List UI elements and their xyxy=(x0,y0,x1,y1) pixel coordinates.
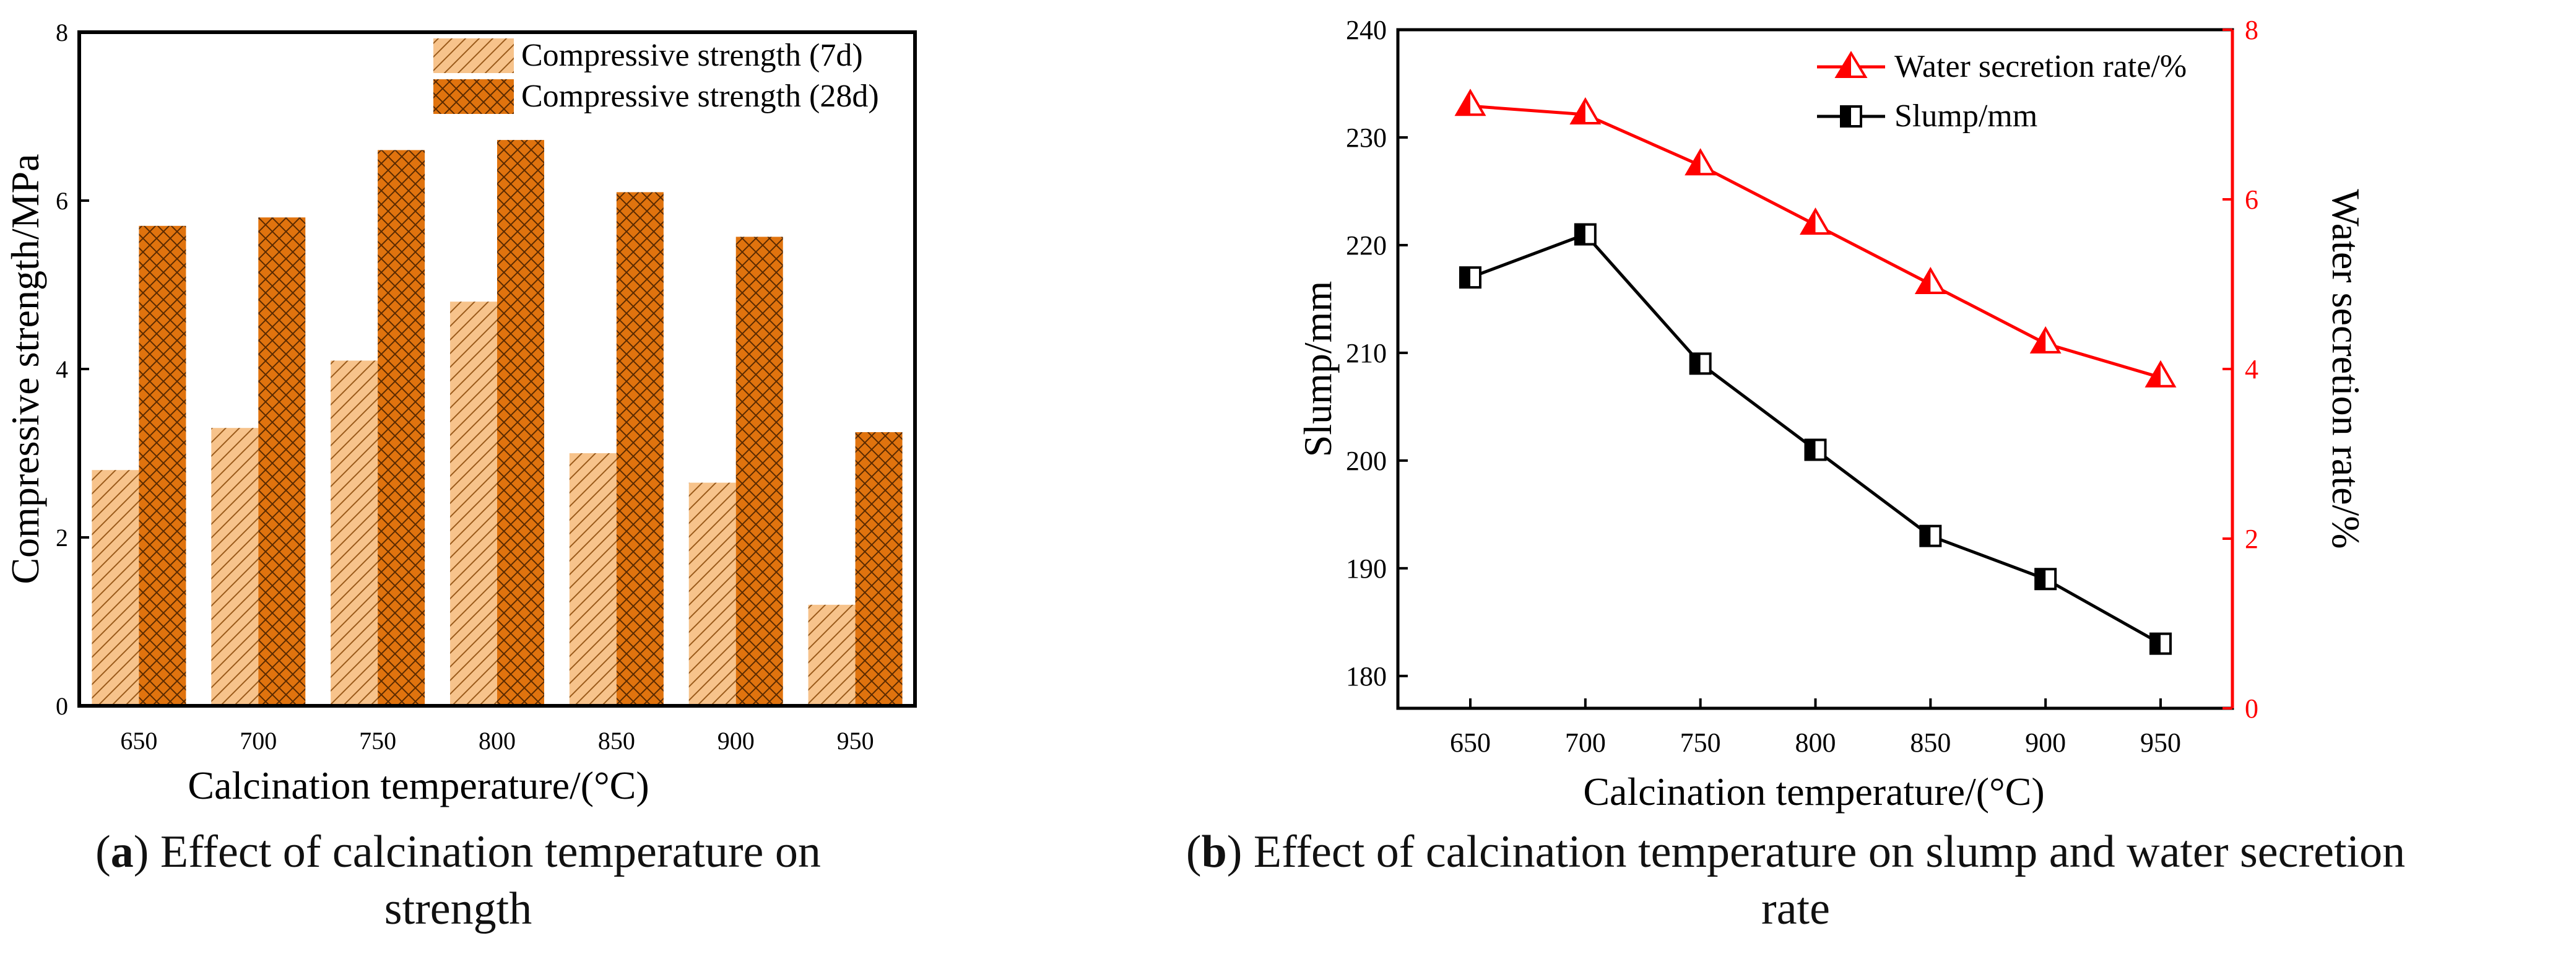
right-y-tick-label: 8 xyxy=(2245,15,2258,45)
x-tick-label: 800 xyxy=(479,727,516,755)
bar-7d-750 xyxy=(331,360,378,706)
bar-7d-700 xyxy=(211,428,259,706)
water-point-fill-850 xyxy=(1917,269,1931,293)
bar-28d-850 xyxy=(616,192,664,706)
caption-a-label: a xyxy=(110,827,134,877)
axis-ticks xyxy=(79,31,89,707)
legend: Water secretion rate/% Slump/mm xyxy=(1817,49,2187,134)
caption-a-line1: Effect of calcination temperature on xyxy=(160,827,821,877)
bar-28d-800 xyxy=(497,140,544,706)
x-tick-label: 900 xyxy=(718,727,755,755)
legend: Compressive strength (7d) Compressive st… xyxy=(433,38,879,114)
x-tick-label: 950 xyxy=(837,727,874,755)
bar-7d-800 xyxy=(450,302,497,706)
x-tick-label: 850 xyxy=(1910,727,1951,758)
bar-7d-950 xyxy=(808,604,856,706)
x-tick-label: 700 xyxy=(240,727,277,755)
water-line xyxy=(1470,104,2161,380)
y-tick-label: 0 xyxy=(56,692,68,720)
x-tick-label: 850 xyxy=(598,727,635,755)
y-axis-title: Compressive strength/MPa xyxy=(3,154,47,584)
water-point-fill-900 xyxy=(2032,328,2046,352)
y-tick-labels: 0 2 4 6 8 xyxy=(56,19,68,720)
bars xyxy=(92,140,903,706)
bar-28d-700 xyxy=(258,217,306,706)
caption-b-line2: rate xyxy=(1761,884,1830,934)
legend-label-28d: Compressive strength (28d) xyxy=(521,79,879,114)
x-tick-label: 950 xyxy=(2140,727,2181,758)
left-y-tick-label: 240 xyxy=(1346,15,1387,45)
slump-point-fill-900 xyxy=(2036,569,2046,589)
legend-swatch-28d xyxy=(433,79,514,114)
x-axis-title: Calcination temperature/(°C) xyxy=(188,763,649,807)
y-tick-label: 4 xyxy=(56,355,68,383)
x-tick-labels: 650 700 750 800 850 900 950 xyxy=(120,727,874,755)
bar-28d-750 xyxy=(378,150,425,706)
water-point-fill-650 xyxy=(1457,91,1470,115)
caption-b-line1: Effect of calcination temperature on slu… xyxy=(1253,827,2406,877)
left-y-tick-label: 190 xyxy=(1346,554,1387,584)
legend-swatch-7d xyxy=(433,38,514,73)
x-tick-label: 750 xyxy=(1680,727,1721,758)
caption-b-label: b xyxy=(1201,827,1227,877)
x-tick-label: 750 xyxy=(359,727,396,755)
left-y-tick-label: 220 xyxy=(1346,230,1387,261)
legend-marker-water-fill xyxy=(1837,53,1851,77)
right-y-axis-title: Water secretion rate/% xyxy=(2324,189,2368,549)
plot-frame xyxy=(1396,28,2234,710)
series-lines xyxy=(1454,89,2177,655)
right-y-tick-label: 0 xyxy=(2245,693,2258,724)
bar-28d-900 xyxy=(735,237,783,706)
x-axis-title: Calcination temperature/(°C) xyxy=(1583,770,2044,814)
right-y-tick-label: 6 xyxy=(2245,185,2258,215)
left-y-tick-label: 180 xyxy=(1346,661,1387,692)
bar-7d-850 xyxy=(569,453,617,706)
slump-point-fill-650 xyxy=(1460,267,1470,288)
y-tick-label: 2 xyxy=(56,524,68,552)
slump-point-fill-850 xyxy=(1920,526,1931,546)
caption-a-line2: strength xyxy=(384,884,532,934)
right-y-tick-label: 2 xyxy=(2245,524,2258,554)
x-tick-label: 650 xyxy=(1450,727,1491,758)
x-tick-label: 800 xyxy=(1795,727,1836,758)
bar-28d-650 xyxy=(139,225,186,706)
water-point-fill-950 xyxy=(2147,362,2161,386)
y-tick-label: 8 xyxy=(56,19,68,46)
left-y-tick-labels: 180 190 200 210 220 230 240 xyxy=(1346,15,1387,692)
slump-point-fill-750 xyxy=(1690,354,1701,374)
slump-point-fill-950 xyxy=(2151,633,2161,654)
slump-water-line-chart: 180 190 200 210 220 230 240 0 2 4 6 8 650 700 750 800… xyxy=(1296,15,2368,814)
caption-a: (a) Effect of calcination temperature on… xyxy=(95,827,821,934)
bar-7d-900 xyxy=(688,482,736,706)
legend-marker-slump-fill xyxy=(1841,106,1851,126)
x-tick-labels: 650 700 750 800 850 900 950 xyxy=(1450,727,2181,758)
x-tick-label: 900 xyxy=(2025,727,2066,758)
legend-label-water: Water secretion rate/% xyxy=(1894,49,2187,84)
x-tick-label: 700 xyxy=(1565,727,1606,758)
slump-point-fill-800 xyxy=(1805,440,1816,460)
water-point-fill-750 xyxy=(1686,150,1701,175)
caption-b: (b) Effect of calcination temperature on… xyxy=(1186,827,2406,934)
left-y-tick-label: 200 xyxy=(1346,446,1387,476)
slump-point-fill-700 xyxy=(1575,224,1585,245)
right-y-tick-label: 4 xyxy=(2245,354,2258,384)
left-y-axis-title: Slump/mm xyxy=(1296,281,1340,458)
strength-bar-chart: 0 2 4 6 8 650 700 750 800 850 900 950 Calcination … xyxy=(3,19,917,807)
water-point-fill-800 xyxy=(1802,210,1816,234)
y-tick-label: 6 xyxy=(56,187,68,215)
bar-7d-650 xyxy=(92,470,139,706)
water-point-fill-700 xyxy=(1571,100,1585,123)
x-tick-label: 650 xyxy=(120,727,157,755)
right-y-tick-labels: 0 2 4 6 8 xyxy=(2245,15,2258,724)
bar-28d-950 xyxy=(855,432,903,706)
legend-label-7d: Compressive strength (7d) xyxy=(521,38,863,73)
axis-ticks xyxy=(1398,28,2232,710)
left-y-tick-label: 210 xyxy=(1346,338,1387,368)
legend-label-slump: Slump/mm xyxy=(1894,98,2037,134)
left-y-tick-label: 230 xyxy=(1346,123,1387,153)
